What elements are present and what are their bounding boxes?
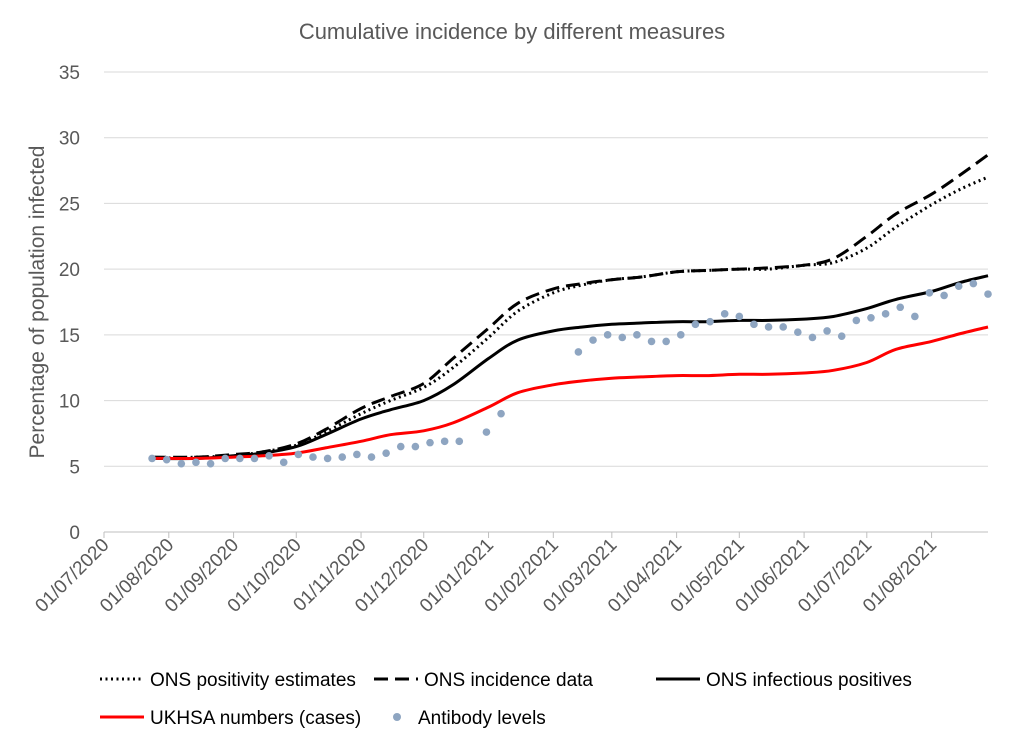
series-line-ons-positivity-estimates xyxy=(152,175,989,460)
y-tick-label: 0 xyxy=(69,523,80,544)
antibody-point xyxy=(192,458,200,467)
antibody-point xyxy=(338,453,347,461)
antibody-point xyxy=(265,451,273,460)
antibody-point xyxy=(618,333,627,342)
antibody-point xyxy=(896,303,905,312)
antibody-point xyxy=(411,442,420,451)
antibody-point xyxy=(808,333,817,342)
y-tick-labels: 0 5 10 15 20 25 30 35 xyxy=(59,63,80,544)
y-tick-label: 20 xyxy=(59,260,80,281)
antibody-point xyxy=(940,291,948,300)
antibody-point xyxy=(353,450,361,459)
series-line-ons-infectious-positives xyxy=(152,274,989,461)
gridlines xyxy=(104,71,988,533)
antibody-point xyxy=(823,327,831,335)
series-group xyxy=(152,153,989,461)
scatter-group xyxy=(148,279,992,468)
antibody-point xyxy=(426,438,434,447)
legend: ONS positivity estimates ONS incidence da… xyxy=(100,670,912,729)
antibody-point xyxy=(969,279,978,288)
y-axis-label: Percentage of population infected xyxy=(26,146,49,459)
legend-key-antibody-levels xyxy=(393,713,401,721)
y-tick-label: 25 xyxy=(59,194,80,215)
antibody-point xyxy=(984,290,992,298)
antibody-point xyxy=(367,453,376,461)
antibody-point xyxy=(633,331,641,339)
legend-label-ukhsa-numbers-cases: UKHSA numbers (cases) xyxy=(150,708,361,729)
antibody-point xyxy=(309,453,317,461)
legend-label-ons-positivity-estimates: ONS positivity estimates xyxy=(150,670,356,691)
antibody-point xyxy=(382,449,390,457)
antibody-point xyxy=(279,458,288,467)
antibody-point xyxy=(750,320,758,329)
series-line-ukhsa-numbers-cases xyxy=(152,325,989,460)
antibody-point xyxy=(162,455,171,464)
legend-label-antibody-levels: Antibody levels xyxy=(418,708,546,729)
antibody-point xyxy=(323,454,332,463)
antibody-point xyxy=(455,437,464,446)
antibody-point xyxy=(837,332,846,340)
x-tick-labels: 01/07/202001/08/202001/09/202001/10/2020… xyxy=(31,532,941,617)
antibody-point xyxy=(676,331,685,339)
legend-label-ons-infectious-positives: ONS infectious positives xyxy=(706,670,912,691)
antibody-point xyxy=(482,428,491,436)
antibody-point xyxy=(440,437,449,446)
antibody-point xyxy=(706,317,714,326)
antibody-point xyxy=(735,312,744,321)
y-tick-label: 15 xyxy=(59,326,80,347)
antibody-point xyxy=(294,450,303,459)
antibody-point xyxy=(589,336,597,344)
antibody-point xyxy=(691,320,700,329)
antibody-point xyxy=(925,289,934,297)
antibody-point xyxy=(497,409,505,418)
antibody-point xyxy=(852,316,861,325)
antibody-point xyxy=(662,337,670,346)
antibody-point xyxy=(779,323,787,331)
antibody-point xyxy=(396,442,405,451)
y-tick-label: 5 xyxy=(69,457,80,478)
antibody-point xyxy=(236,454,244,463)
antibody-point xyxy=(221,454,230,463)
antibody-point xyxy=(206,459,215,468)
antibody-point xyxy=(881,310,890,318)
antibody-point xyxy=(764,323,773,331)
antibody-point xyxy=(177,459,186,468)
y-tick-label: 10 xyxy=(59,392,80,413)
antibody-point xyxy=(148,454,156,463)
antibody-point xyxy=(574,348,583,356)
legend-label-ons-incidence-data: ONS incidence data xyxy=(424,670,593,691)
antibody-point xyxy=(867,313,875,322)
y-tick-label: 30 xyxy=(59,129,80,150)
antibody-point xyxy=(720,310,729,318)
y-tick-label: 35 xyxy=(59,63,80,84)
series-line-ons-incidence-data xyxy=(152,153,989,459)
antibody-point xyxy=(911,312,919,321)
antibody-point xyxy=(250,454,259,463)
antibody-point xyxy=(647,337,656,346)
antibody-point xyxy=(603,331,612,339)
antibody-point xyxy=(794,328,802,337)
antibody-point xyxy=(954,282,963,291)
chart-title: Cumulative incidence by different measur… xyxy=(299,19,725,44)
